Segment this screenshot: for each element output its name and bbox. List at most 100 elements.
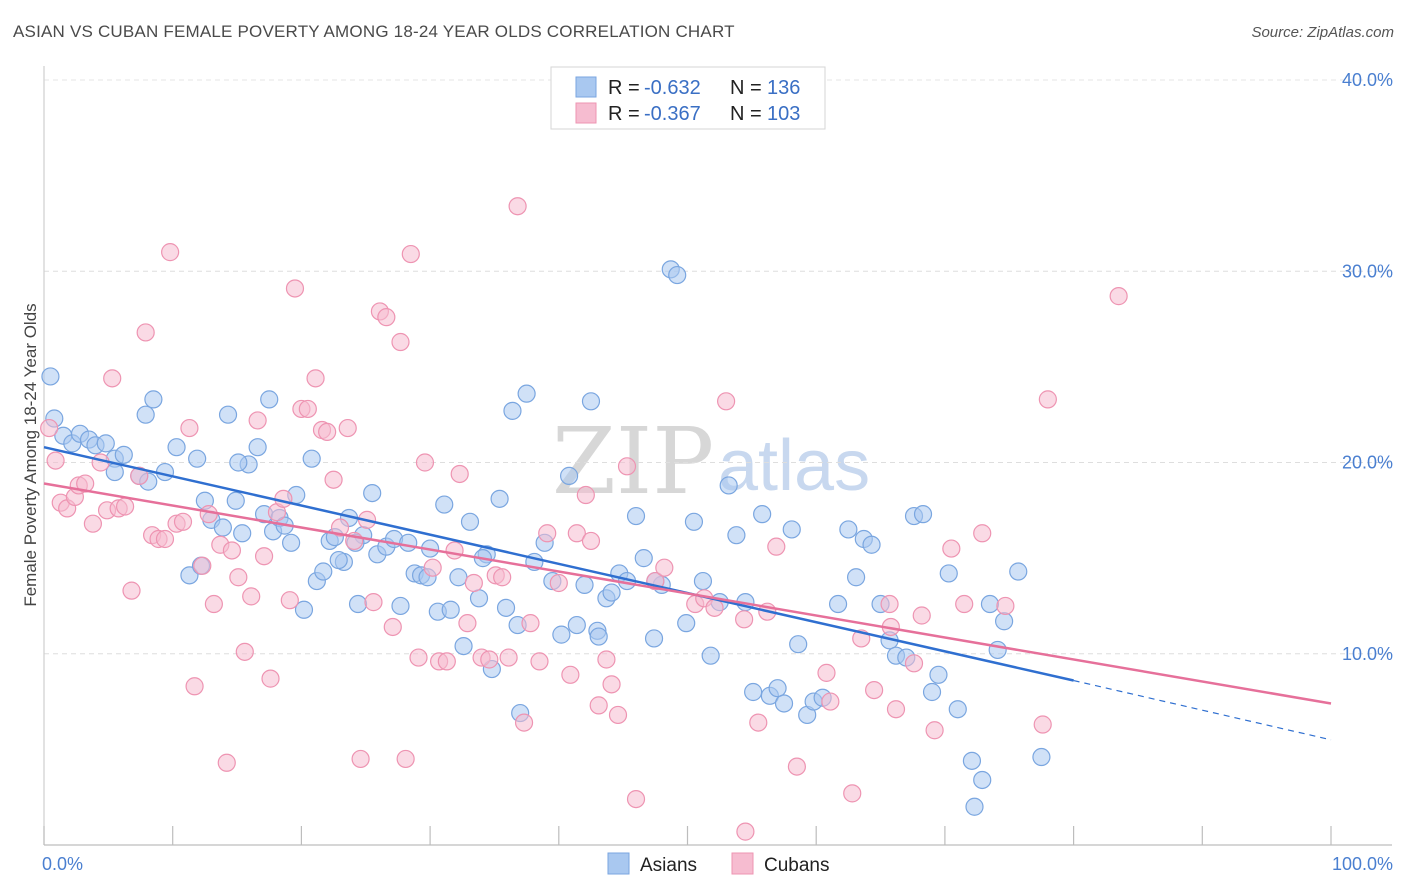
asians-point: [581, 392, 601, 411]
watermark: ZIP atlas: [552, 408, 870, 515]
asians-point: [980, 594, 1000, 614]
asians-point: [929, 665, 948, 684]
asians-point: [789, 635, 808, 654]
cubans-point: [318, 422, 337, 441]
asians-point: [114, 445, 133, 464]
asians-point: [144, 390, 163, 409]
cubans-point: [330, 518, 350, 537]
cubans-point: [180, 418, 199, 438]
y-tick-label: 30.0%: [1342, 261, 1393, 281]
cubans-point: [204, 594, 223, 614]
asians-point: [567, 615, 586, 635]
cubans-point: [415, 453, 435, 472]
asians-point: [684, 512, 704, 531]
asians-point: [314, 562, 333, 581]
asians-point: [668, 265, 687, 285]
cubans-points: [40, 197, 1128, 841]
cubans-point: [602, 675, 621, 694]
asians-point: [995, 612, 1014, 631]
asians-point: [634, 549, 653, 568]
cubans-point: [396, 749, 415, 769]
asians-point: [136, 405, 155, 424]
cubans-point: [912, 606, 931, 625]
y-axis-label: Female Poverty Among 18-24 Year Olds: [21, 303, 40, 606]
cubans-point: [521, 614, 540, 633]
bottom-legend-swatch-cubans: [731, 852, 754, 875]
asians-point: [693, 571, 713, 591]
x-tick-label: 100.0%: [1332, 854, 1393, 874]
cubans-point: [581, 531, 601, 551]
asians-point: [399, 533, 418, 552]
cubans-point: [401, 244, 420, 264]
y-tick-label: 10.0%: [1342, 644, 1393, 664]
asians-point: [559, 466, 579, 485]
asians-point: [213, 518, 232, 537]
asians-point: [435, 495, 454, 514]
asians-trend-extension: [1073, 679, 1332, 741]
cubans-point: [173, 512, 193, 531]
asians-point: [496, 598, 516, 617]
asians-point: [41, 367, 60, 386]
cubans-point: [248, 411, 267, 430]
watermark-atlas: atlas: [718, 426, 870, 506]
cubans-point: [377, 308, 396, 327]
asians-point: [727, 526, 746, 545]
cubans-point: [1109, 287, 1128, 306]
cubans-point: [955, 594, 974, 614]
cubans-point: [880, 594, 899, 614]
asians-point: [363, 484, 382, 503]
asians-point: [973, 770, 992, 790]
cubans-trend-line: [43, 482, 1332, 705]
legend-swatch-asians: [575, 76, 597, 98]
cubans-point: [306, 369, 325, 388]
cubans-point: [115, 497, 135, 516]
cubans-point: [821, 692, 840, 711]
asians-point: [913, 505, 933, 524]
cubans-point: [409, 648, 428, 667]
cubans-point: [749, 713, 768, 732]
cubans-point: [865, 680, 884, 700]
grid-lines: [44, 79, 1392, 655]
cubans-point: [717, 392, 736, 411]
cubans-point: [445, 541, 464, 560]
cubans-point: [736, 822, 755, 841]
cubans-point: [608, 705, 628, 725]
cubans-point: [735, 610, 754, 629]
cubans-point: [787, 757, 806, 776]
cubans-point: [597, 650, 616, 669]
asians-point: [449, 568, 468, 587]
cubans-point: [480, 650, 499, 669]
y-tick-label: 40.0%: [1342, 70, 1393, 90]
bottom-legend-label-cubans: Cubans: [764, 855, 830, 876]
asians-point: [589, 627, 608, 646]
asians-point: [167, 438, 186, 457]
asians-point: [1009, 562, 1028, 581]
cubans-point: [996, 596, 1015, 616]
cubans-point: [843, 784, 862, 803]
tick-labels: 10.0% 20.0% 30.0% 40.0% 0.0% 100.0%: [42, 70, 1393, 874]
cubans-point: [767, 537, 786, 556]
chart-title: ASIAN VS CUBAN FEMALE POVERTY AMONG 18-2…: [13, 22, 735, 41]
cubans-point: [549, 573, 568, 593]
asians-point: [469, 589, 489, 608]
asians-point: [441, 600, 460, 619]
asians-point: [348, 594, 368, 614]
legend-r-label-cubans: R =: [608, 103, 640, 125]
cubans-point: [254, 547, 274, 566]
asians-point: [248, 438, 267, 457]
cubans-point: [122, 581, 141, 600]
asians-point: [939, 564, 958, 583]
asians-point: [744, 682, 763, 702]
asians-point: [719, 476, 738, 495]
cubans-point: [1033, 715, 1052, 734]
asians-point: [552, 625, 571, 644]
cubans-point: [499, 648, 518, 667]
asians-point: [229, 453, 248, 472]
asians-point: [233, 524, 252, 543]
cubans-point: [193, 556, 212, 575]
cubans-point: [40, 418, 59, 438]
asians-point: [575, 575, 594, 595]
cubans-point: [280, 591, 299, 610]
bottom-legend: Asians Cubans: [607, 852, 830, 876]
asians-point: [988, 640, 1007, 660]
